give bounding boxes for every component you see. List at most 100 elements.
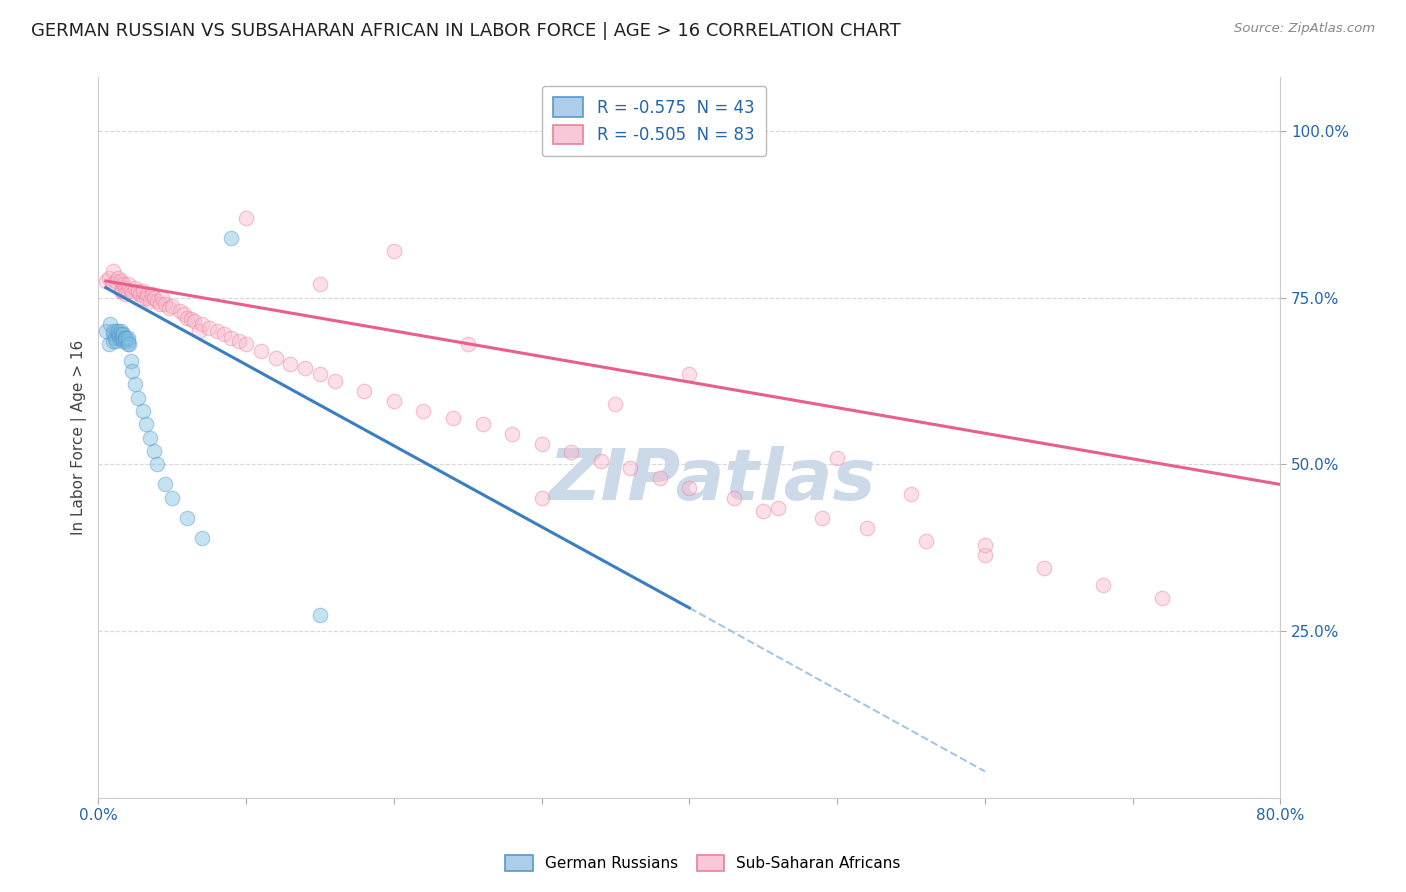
Point <box>94 274 117 288</box>
Point <box>1092 577 1115 591</box>
Point <box>228 334 250 348</box>
Point <box>135 417 157 432</box>
Point <box>114 331 136 345</box>
Point <box>766 500 789 515</box>
Point <box>114 334 136 348</box>
Point <box>108 327 131 342</box>
Point <box>110 327 132 342</box>
Point <box>678 368 700 382</box>
Point <box>98 318 121 332</box>
Point <box>101 327 124 342</box>
Point <box>250 344 273 359</box>
Point <box>110 324 132 338</box>
Point <box>176 511 198 525</box>
Point <box>1152 591 1174 605</box>
Point <box>900 487 922 501</box>
Point <box>309 368 332 382</box>
Point <box>114 287 136 301</box>
Point <box>457 337 479 351</box>
Point <box>530 437 553 451</box>
Point <box>160 299 183 313</box>
Point <box>752 504 775 518</box>
Point <box>678 481 700 495</box>
Point <box>198 320 221 334</box>
Point <box>110 274 132 288</box>
Point <box>973 548 995 562</box>
Point <box>135 291 157 305</box>
Point <box>309 277 332 292</box>
Point <box>191 318 214 332</box>
Point <box>309 607 332 622</box>
Point <box>139 293 162 308</box>
Legend: German Russians, Sub-Saharan Africans: German Russians, Sub-Saharan Africans <box>499 849 907 877</box>
Legend: R = -0.575  N = 43, R = -0.505  N = 83: R = -0.575 N = 43, R = -0.505 N = 83 <box>541 86 766 156</box>
Point <box>105 324 128 338</box>
Point <box>107 327 129 342</box>
Point <box>169 304 191 318</box>
Point <box>143 444 166 458</box>
Point <box>471 417 494 432</box>
Point <box>382 394 405 409</box>
Point <box>107 270 129 285</box>
Point <box>173 307 195 321</box>
Point <box>94 324 117 338</box>
Point <box>124 377 146 392</box>
Point <box>235 337 257 351</box>
Point <box>111 327 134 342</box>
Point <box>530 491 553 505</box>
Point <box>153 477 176 491</box>
Point <box>153 297 176 311</box>
Point <box>560 445 582 459</box>
Point <box>101 334 124 348</box>
Point <box>117 331 139 345</box>
Point <box>150 291 173 305</box>
Point <box>280 357 302 371</box>
Point <box>131 284 153 298</box>
Point <box>146 458 169 472</box>
Point <box>973 537 995 551</box>
Point <box>101 324 124 338</box>
Point <box>117 277 139 292</box>
Point <box>110 331 132 345</box>
Point <box>441 410 464 425</box>
Point <box>187 324 209 338</box>
Point <box>111 284 134 298</box>
Text: GERMAN RUSSIAN VS SUBSAHARAN AFRICAN IN LABOR FORCE | AGE > 16 CORRELATION CHART: GERMAN RUSSIAN VS SUBSAHARAN AFRICAN IN … <box>31 22 901 40</box>
Point <box>180 312 202 326</box>
Point <box>235 211 257 225</box>
Point <box>124 280 146 294</box>
Point <box>139 431 162 445</box>
Point <box>120 284 142 298</box>
Point <box>264 351 287 365</box>
Point <box>648 471 671 485</box>
Point <box>382 244 405 258</box>
Point <box>127 284 149 298</box>
Point <box>112 277 135 292</box>
Point <box>205 324 228 338</box>
Point <box>191 531 214 545</box>
Point <box>212 327 235 342</box>
Point <box>104 331 127 345</box>
Point <box>105 274 128 288</box>
Point <box>97 337 120 351</box>
Point <box>131 291 153 305</box>
Point <box>176 310 198 325</box>
Point <box>127 391 149 405</box>
Point <box>811 511 834 525</box>
Point <box>107 324 129 338</box>
Point <box>131 404 153 418</box>
Point <box>101 277 124 292</box>
Point <box>160 491 183 505</box>
Point <box>111 331 134 345</box>
Point <box>412 404 434 418</box>
Point <box>115 331 138 345</box>
Point <box>117 334 139 348</box>
Point <box>501 427 523 442</box>
Point <box>1033 561 1056 575</box>
Point <box>914 534 936 549</box>
Point <box>353 384 375 398</box>
Text: Source: ZipAtlas.com: Source: ZipAtlas.com <box>1234 22 1375 36</box>
Point <box>149 297 172 311</box>
Point <box>323 374 346 388</box>
Point <box>221 331 243 345</box>
